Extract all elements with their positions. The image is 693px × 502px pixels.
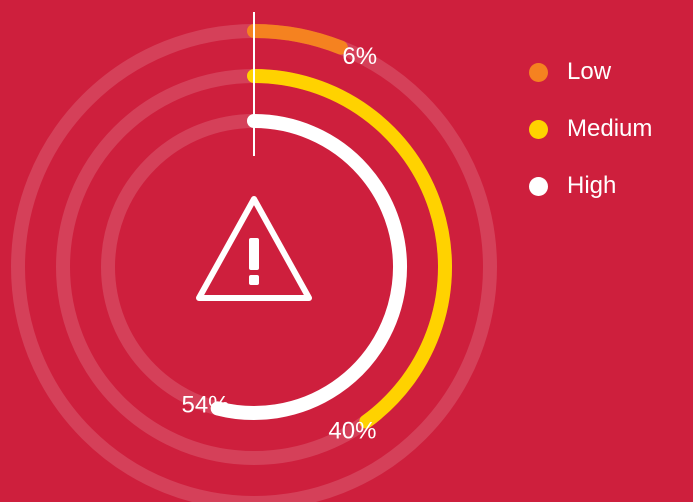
legend-label-low: Low: [567, 58, 612, 85]
value-label-high: 54%: [181, 392, 229, 419]
legend-item-high: High: [529, 172, 652, 200]
value-label-low: 6%: [342, 43, 377, 70]
arc-high: [210, 114, 408, 420]
legend-label-high: High: [567, 172, 617, 199]
chart-legend: Low Medium High: [529, 58, 652, 229]
legend-swatch-high: [529, 176, 548, 196]
legend-item-medium: Medium: [529, 115, 652, 143]
warning-icon: [196, 196, 312, 301]
legend-swatch-low: [529, 62, 548, 82]
value-label-medium: 40%: [328, 418, 376, 445]
legend-item-low: Low: [529, 58, 652, 86]
chart-value-labels: 6% 40% 54%: [181, 43, 377, 445]
arc-low: [247, 24, 348, 55]
legend-swatch-medium: [529, 119, 548, 139]
chart-arcs: [210, 24, 452, 429]
legend-label-medium: Medium: [567, 115, 653, 142]
arc-medium: [247, 69, 452, 429]
